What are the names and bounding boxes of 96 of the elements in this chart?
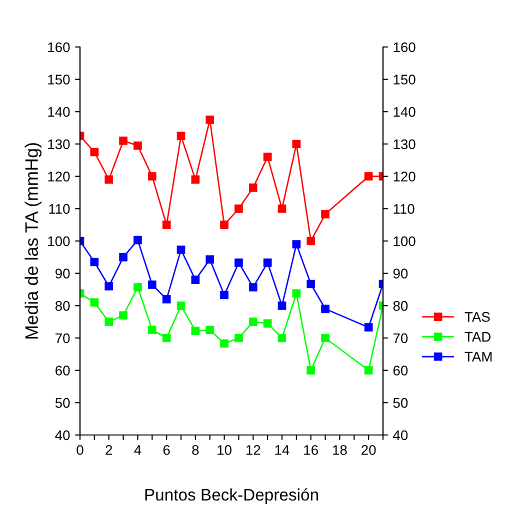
- x-tick-label: 12: [246, 445, 260, 455]
- point: [148, 280, 156, 289]
- x-tick-label: 16: [304, 445, 318, 455]
- point: [206, 326, 214, 334]
- point: [176, 132, 186, 140]
- y-axis-title: Media de las TA (mmHg): [24, 143, 42, 339]
- x-tick-label: 20: [362, 445, 376, 455]
- y-tick-label: 60: [56, 366, 70, 376]
- point: [206, 116, 214, 124]
- legend-label: TAM: [464, 352, 492, 362]
- point: [248, 183, 258, 192]
- legend-label: TAS: [464, 312, 490, 322]
- point: [176, 246, 186, 254]
- y2-tick-label: 110: [394, 204, 414, 214]
- x-axis-title: Puntos Beck-Depresión: [145, 488, 318, 504]
- point: [321, 304, 330, 314]
- y2-tick-label: 160: [394, 42, 416, 52]
- point: [234, 204, 243, 213]
- point: [263, 258, 272, 267]
- y2-tick-label: 50: [393, 398, 408, 408]
- y-tick-label: 110: [49, 204, 70, 214]
- point: [292, 289, 301, 298]
- point: [248, 283, 258, 292]
- y-tick-label: 50: [55, 398, 70, 408]
- point: [321, 210, 330, 218]
- y2-tick-label: 150: [394, 74, 416, 85]
- point: [119, 311, 128, 320]
- y2-tick-label: 40: [393, 430, 408, 440]
- point: [278, 204, 286, 213]
- point: [148, 172, 156, 180]
- y-tick-label: 70: [56, 333, 70, 344]
- point: [234, 258, 243, 267]
- point: [119, 253, 128, 262]
- point: [148, 326, 156, 334]
- point: [162, 220, 171, 229]
- y2-tick-label: 60: [393, 366, 408, 376]
- point: [278, 302, 286, 310]
- point: [119, 136, 128, 145]
- point: [191, 326, 200, 336]
- x-tick-label: 0: [76, 445, 84, 455]
- point: [90, 148, 99, 156]
- y-tick-label: 100: [48, 236, 70, 246]
- point: [364, 323, 373, 332]
- point: [220, 220, 228, 229]
- x-tick-label: 6: [163, 445, 170, 455]
- point: [263, 319, 272, 328]
- point: [292, 240, 301, 248]
- y-tick-label: 130: [48, 139, 70, 150]
- point: [162, 334, 171, 342]
- x-tick-label: 2: [106, 445, 112, 455]
- point: [90, 258, 99, 266]
- x-tick-label: 4: [134, 445, 142, 455]
- point: [134, 236, 142, 244]
- y-tick-label: 80: [55, 301, 70, 311]
- y-tick-label: 140: [48, 107, 70, 117]
- x-tick-label: 10: [218, 445, 232, 455]
- legend-label: TAD: [464, 332, 491, 342]
- point: [321, 334, 330, 342]
- y-tick-label: 40: [55, 430, 70, 440]
- y2-tick-label: 120: [394, 172, 416, 182]
- point: [220, 339, 228, 348]
- point: [220, 290, 228, 300]
- x-tick-label: 18: [333, 445, 347, 455]
- point: [162, 295, 171, 304]
- y2-tick-label: 80: [393, 301, 408, 311]
- point: [278, 334, 286, 342]
- y2-tick-label: 90: [393, 268, 408, 279]
- point: [104, 318, 114, 326]
- point: [191, 175, 200, 184]
- y2-tick-label: 70: [393, 333, 408, 344]
- point: [292, 140, 301, 148]
- point: [104, 175, 114, 184]
- x-tick-label: 14: [275, 445, 290, 455]
- point: [176, 302, 186, 310]
- point: [306, 280, 316, 288]
- y-tick-label: 150: [48, 74, 70, 85]
- point: [248, 318, 258, 326]
- point: [206, 255, 214, 264]
- point: [134, 283, 142, 292]
- point: [191, 276, 200, 284]
- y-tick-label: 160: [48, 42, 70, 52]
- y-tick-label: 90: [55, 268, 70, 279]
- point: [306, 236, 316, 246]
- point: [234, 334, 243, 342]
- y2-tick-label: 130: [394, 139, 416, 150]
- y2-tick-label: 140: [394, 107, 416, 117]
- point: [263, 152, 272, 162]
- point: [306, 366, 316, 374]
- point: [364, 172, 373, 180]
- x-tick-label: 8: [192, 445, 199, 455]
- point: [90, 298, 99, 307]
- point: [104, 282, 114, 290]
- y2-tick-label: 100: [394, 236, 416, 246]
- point: [364, 366, 373, 374]
- point: [134, 141, 142, 150]
- y-tick-label: 120: [48, 172, 70, 182]
